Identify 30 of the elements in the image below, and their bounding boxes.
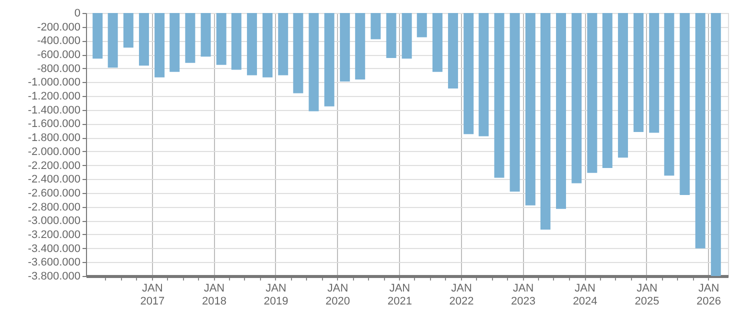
- y-tick-label: -600.000: [37, 49, 80, 62]
- y-tick-label: -3.800.000: [28, 270, 80, 282]
- y-tick-label: -3.400.000: [28, 242, 80, 255]
- y-tick-label: -3.200.000: [28, 228, 80, 241]
- y-tick-label: -2.200.000: [28, 160, 80, 172]
- x-tick-label: JAN 2021: [387, 282, 412, 308]
- y-tick-label: -200.000: [37, 21, 80, 34]
- x-tick-label: JAN 2024: [572, 282, 598, 308]
- x-tick-label: JAN 2017: [140, 282, 165, 308]
- x-tick-label: JAN 2020: [326, 282, 350, 308]
- y-tick-label: -3.600.000: [28, 256, 80, 269]
- x-tick-label: JAN 2022: [449, 282, 474, 308]
- y-tick-label: -1.400.000: [28, 104, 80, 116]
- x-tick-label: JAN 2026: [696, 282, 722, 308]
- x-tick-label: JAN 2025: [634, 282, 660, 308]
- y-tick-label: -1.200.000: [28, 90, 80, 103]
- y-tick-label: -800.000: [37, 62, 80, 75]
- x-tick-label: JAN 2023: [511, 282, 536, 308]
- x-tick-label: JAN 2018: [202, 282, 226, 308]
- y-tick-label: -1.800.000: [28, 132, 80, 144]
- y-tick-label: -400.000: [37, 35, 80, 48]
- y-tick-label: -1.000.000: [28, 76, 80, 89]
- x-tick-label: JAN 2019: [264, 282, 288, 308]
- y-tick-label: 0: [74, 8, 80, 20]
- y-tick-label: -3.000.000: [28, 215, 80, 228]
- y-tick-label: -1.600.000: [28, 118, 80, 130]
- y-tick-label: -2.400.000: [28, 174, 80, 186]
- y-tick-label: -2.000.000: [28, 146, 80, 158]
- y-tick-label: -2.800.000: [28, 201, 80, 214]
- y-tick-label: -2.600.000: [28, 187, 80, 200]
